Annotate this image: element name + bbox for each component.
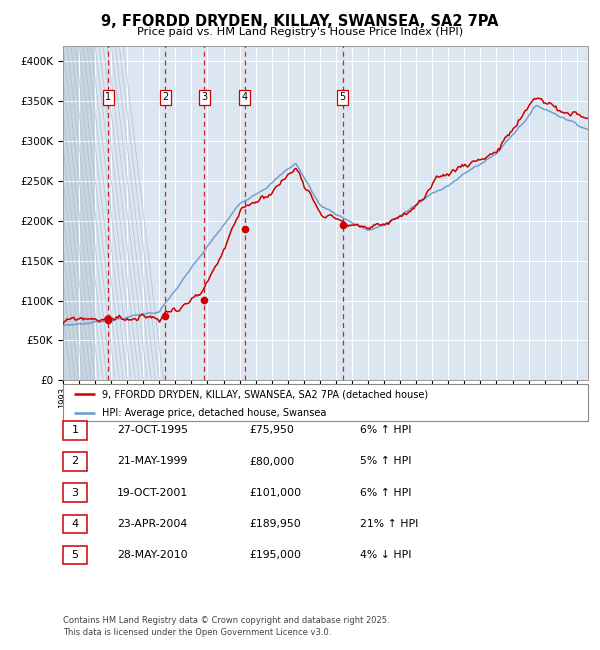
Text: £80,000: £80,000 — [249, 456, 294, 467]
Text: 5: 5 — [71, 550, 79, 560]
Text: 1: 1 — [71, 425, 79, 436]
Text: 21-MAY-1999: 21-MAY-1999 — [117, 456, 187, 467]
Text: 19-OCT-2001: 19-OCT-2001 — [117, 488, 188, 498]
Text: 9, FFORDD DRYDEN, KILLAY, SWANSEA, SA2 7PA: 9, FFORDD DRYDEN, KILLAY, SWANSEA, SA2 7… — [101, 14, 499, 29]
Text: £101,000: £101,000 — [249, 488, 301, 498]
Text: 4% ↓ HPI: 4% ↓ HPI — [360, 550, 412, 560]
Text: Price paid vs. HM Land Registry's House Price Index (HPI): Price paid vs. HM Land Registry's House … — [137, 27, 463, 37]
Text: 4: 4 — [71, 519, 79, 529]
Text: 1: 1 — [105, 92, 112, 103]
Text: £75,950: £75,950 — [249, 425, 294, 436]
Text: 6% ↑ HPI: 6% ↑ HPI — [360, 488, 412, 498]
Text: HPI: Average price, detached house, Swansea: HPI: Average price, detached house, Swan… — [103, 408, 327, 418]
Text: 5% ↑ HPI: 5% ↑ HPI — [360, 456, 412, 467]
Text: 6% ↑ HPI: 6% ↑ HPI — [360, 425, 412, 436]
Text: 28-MAY-2010: 28-MAY-2010 — [117, 550, 188, 560]
Text: 3: 3 — [201, 92, 208, 103]
Text: 2: 2 — [163, 92, 169, 103]
Text: 5: 5 — [340, 92, 346, 103]
Text: 2: 2 — [71, 456, 79, 467]
Text: £189,950: £189,950 — [249, 519, 301, 529]
Text: 9, FFORDD DRYDEN, KILLAY, SWANSEA, SA2 7PA (detached house): 9, FFORDD DRYDEN, KILLAY, SWANSEA, SA2 7… — [103, 389, 428, 399]
Text: 3: 3 — [71, 488, 79, 498]
Text: £195,000: £195,000 — [249, 550, 301, 560]
Text: 27-OCT-1995: 27-OCT-1995 — [117, 425, 188, 436]
Text: 21% ↑ HPI: 21% ↑ HPI — [360, 519, 418, 529]
Bar — [63, 46, 95, 380]
Text: 4: 4 — [242, 92, 248, 103]
Text: 23-APR-2004: 23-APR-2004 — [117, 519, 187, 529]
Text: Contains HM Land Registry data © Crown copyright and database right 2025.
This d: Contains HM Land Registry data © Crown c… — [63, 616, 389, 637]
